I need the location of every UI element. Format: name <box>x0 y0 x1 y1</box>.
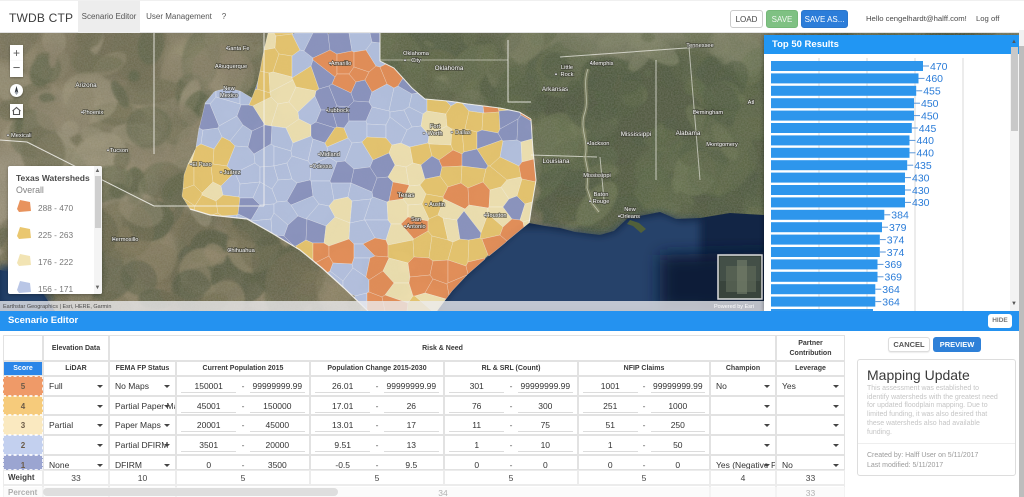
svg-text:Dallas: Dallas <box>455 130 471 136</box>
svg-text:Rouge: Rouge <box>593 199 610 205</box>
svg-text:Louisiana: Louisiana <box>543 158 570 165</box>
svg-text:374: 374 <box>887 247 905 259</box>
svg-text:Orleans: Orleans <box>620 214 640 220</box>
svg-text:Juárez: Juárez <box>223 170 240 176</box>
svg-text:Worth: Worth <box>427 131 442 137</box>
svg-text:Albuquerque: Albuquerque <box>215 64 247 70</box>
svg-text:435: 435 <box>914 160 932 172</box>
svg-text:Alabama: Alabama <box>676 130 701 137</box>
svg-text:Houston: Houston <box>485 213 506 219</box>
svg-text:Lubbock: Lubbock <box>327 108 349 114</box>
svg-text:470: 470 <box>930 61 948 73</box>
svg-text:Amarillo: Amarillo <box>331 61 352 67</box>
svg-text:450: 450 <box>921 98 939 110</box>
svg-text:Jackson: Jackson <box>589 141 610 147</box>
svg-text:Memphis: Memphis <box>590 61 613 67</box>
svg-text:Antonio: Antonio <box>406 224 425 230</box>
svg-text:450: 450 <box>921 110 939 122</box>
svg-text:Tennessee: Tennessee <box>686 43 714 49</box>
svg-text:Mexico: Mexico <box>220 93 238 99</box>
svg-text:Mississippi: Mississippi <box>583 173 611 179</box>
svg-text:440: 440 <box>917 148 935 160</box>
svg-text:460: 460 <box>926 73 944 85</box>
svg-text:San: San <box>411 217 421 223</box>
svg-text:369: 369 <box>885 259 903 271</box>
svg-text:364: 364 <box>882 296 900 308</box>
svg-text:445: 445 <box>919 123 937 135</box>
svg-text:Little: Little <box>561 65 573 71</box>
svg-text:430: 430 <box>912 197 930 209</box>
svg-text:Montgomery: Montgomery <box>706 142 738 148</box>
svg-text:Fort: Fort <box>430 124 441 130</box>
svg-text:374: 374 <box>887 234 905 246</box>
svg-text:Arizona: Arizona <box>75 82 97 89</box>
svg-text:Midland: Midland <box>320 152 340 158</box>
svg-text:Austin: Austin <box>429 202 445 208</box>
svg-text:384: 384 <box>891 210 909 222</box>
svg-text:Oklahoma: Oklahoma <box>435 65 464 72</box>
svg-text:430: 430 <box>912 172 930 184</box>
svg-text:City: City <box>411 58 421 64</box>
svg-text:455: 455 <box>923 86 941 98</box>
svg-text:Texas: Texas <box>398 192 416 199</box>
svg-text:364: 364 <box>882 284 900 296</box>
svg-text:359: 359 <box>880 309 898 311</box>
svg-text:379: 379 <box>889 222 907 234</box>
svg-text:New: New <box>624 207 636 213</box>
svg-text:Atl: Atl <box>748 100 755 106</box>
svg-text:Tucson: Tucson <box>110 148 128 154</box>
svg-text:369: 369 <box>885 272 903 284</box>
svg-text:Mexicali: Mexicali <box>11 133 32 139</box>
svg-text:Phoenix: Phoenix <box>83 110 104 116</box>
svg-text:Chihuahua: Chihuahua <box>227 248 255 254</box>
svg-text:Rock: Rock <box>561 72 574 78</box>
svg-text:New: New <box>223 86 235 92</box>
svg-text:Arkansas: Arkansas <box>542 86 568 93</box>
svg-text:El Paso: El Paso <box>192 162 212 168</box>
svg-text:Odessa: Odessa <box>312 164 332 170</box>
svg-text:Birmingham: Birmingham <box>693 110 724 116</box>
svg-text:Oklahoma: Oklahoma <box>403 51 430 57</box>
svg-text:440: 440 <box>917 135 935 147</box>
svg-text:Mississippi: Mississippi <box>621 131 651 138</box>
svg-text:430: 430 <box>912 185 930 197</box>
svg-text:Baton: Baton <box>594 192 609 198</box>
svg-text:Santa Fe: Santa Fe <box>226 46 249 52</box>
svg-text:Hermosillo: Hermosillo <box>112 237 139 243</box>
